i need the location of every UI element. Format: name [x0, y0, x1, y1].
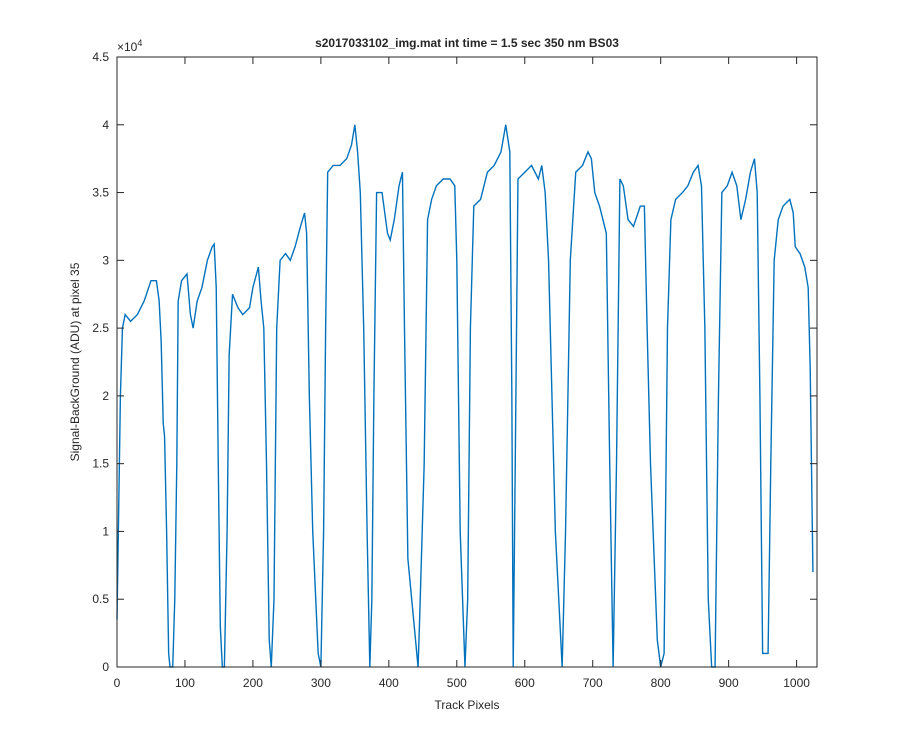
x-axis-label: Track Pixels — [435, 698, 500, 712]
chart-title: s2017033102_img.mat int time = 1.5 sec 3… — [315, 36, 619, 50]
x-tick-label: 100 — [175, 676, 195, 690]
x-tick-label: 300 — [311, 676, 331, 690]
x-tick-label: 700 — [583, 676, 603, 690]
x-tick-label: 900 — [719, 676, 739, 690]
x-tick-label: 600 — [515, 676, 535, 690]
y-tick-label: 2.5 — [92, 321, 109, 335]
y-multiplier-base: ×10 — [117, 40, 138, 54]
x-tick-label: 200 — [243, 676, 263, 690]
y-axis-label: Signal-BackGround (ADU) at pixel 35 — [68, 262, 82, 461]
data-line — [116, 124, 814, 668]
x-tick-label: 1000 — [783, 676, 810, 690]
x-tick-label: 400 — [379, 676, 399, 690]
y-tick-label: 0 — [102, 660, 109, 674]
x-tick-label: 500 — [447, 676, 467, 690]
y-multiplier-exponent: 4 — [137, 38, 142, 48]
y-tick-label: 1.5 — [92, 457, 109, 471]
x-tick-label: 800 — [651, 676, 671, 690]
y-tick-label: 3.5 — [92, 186, 109, 200]
y-tick-label: 1 — [102, 524, 109, 538]
y-multiplier: ×104 — [117, 38, 142, 54]
y-tick-label: 3 — [102, 253, 109, 267]
y-tick-label: 4.5 — [92, 50, 109, 64]
plot-area — [117, 57, 817, 667]
x-tick-label: 0 — [114, 676, 121, 690]
y-tick-label: 0.5 — [92, 592, 109, 606]
axes-box — [116, 56, 818, 668]
y-tick-label: 4 — [102, 118, 109, 132]
y-tick-label: 2 — [102, 389, 109, 403]
